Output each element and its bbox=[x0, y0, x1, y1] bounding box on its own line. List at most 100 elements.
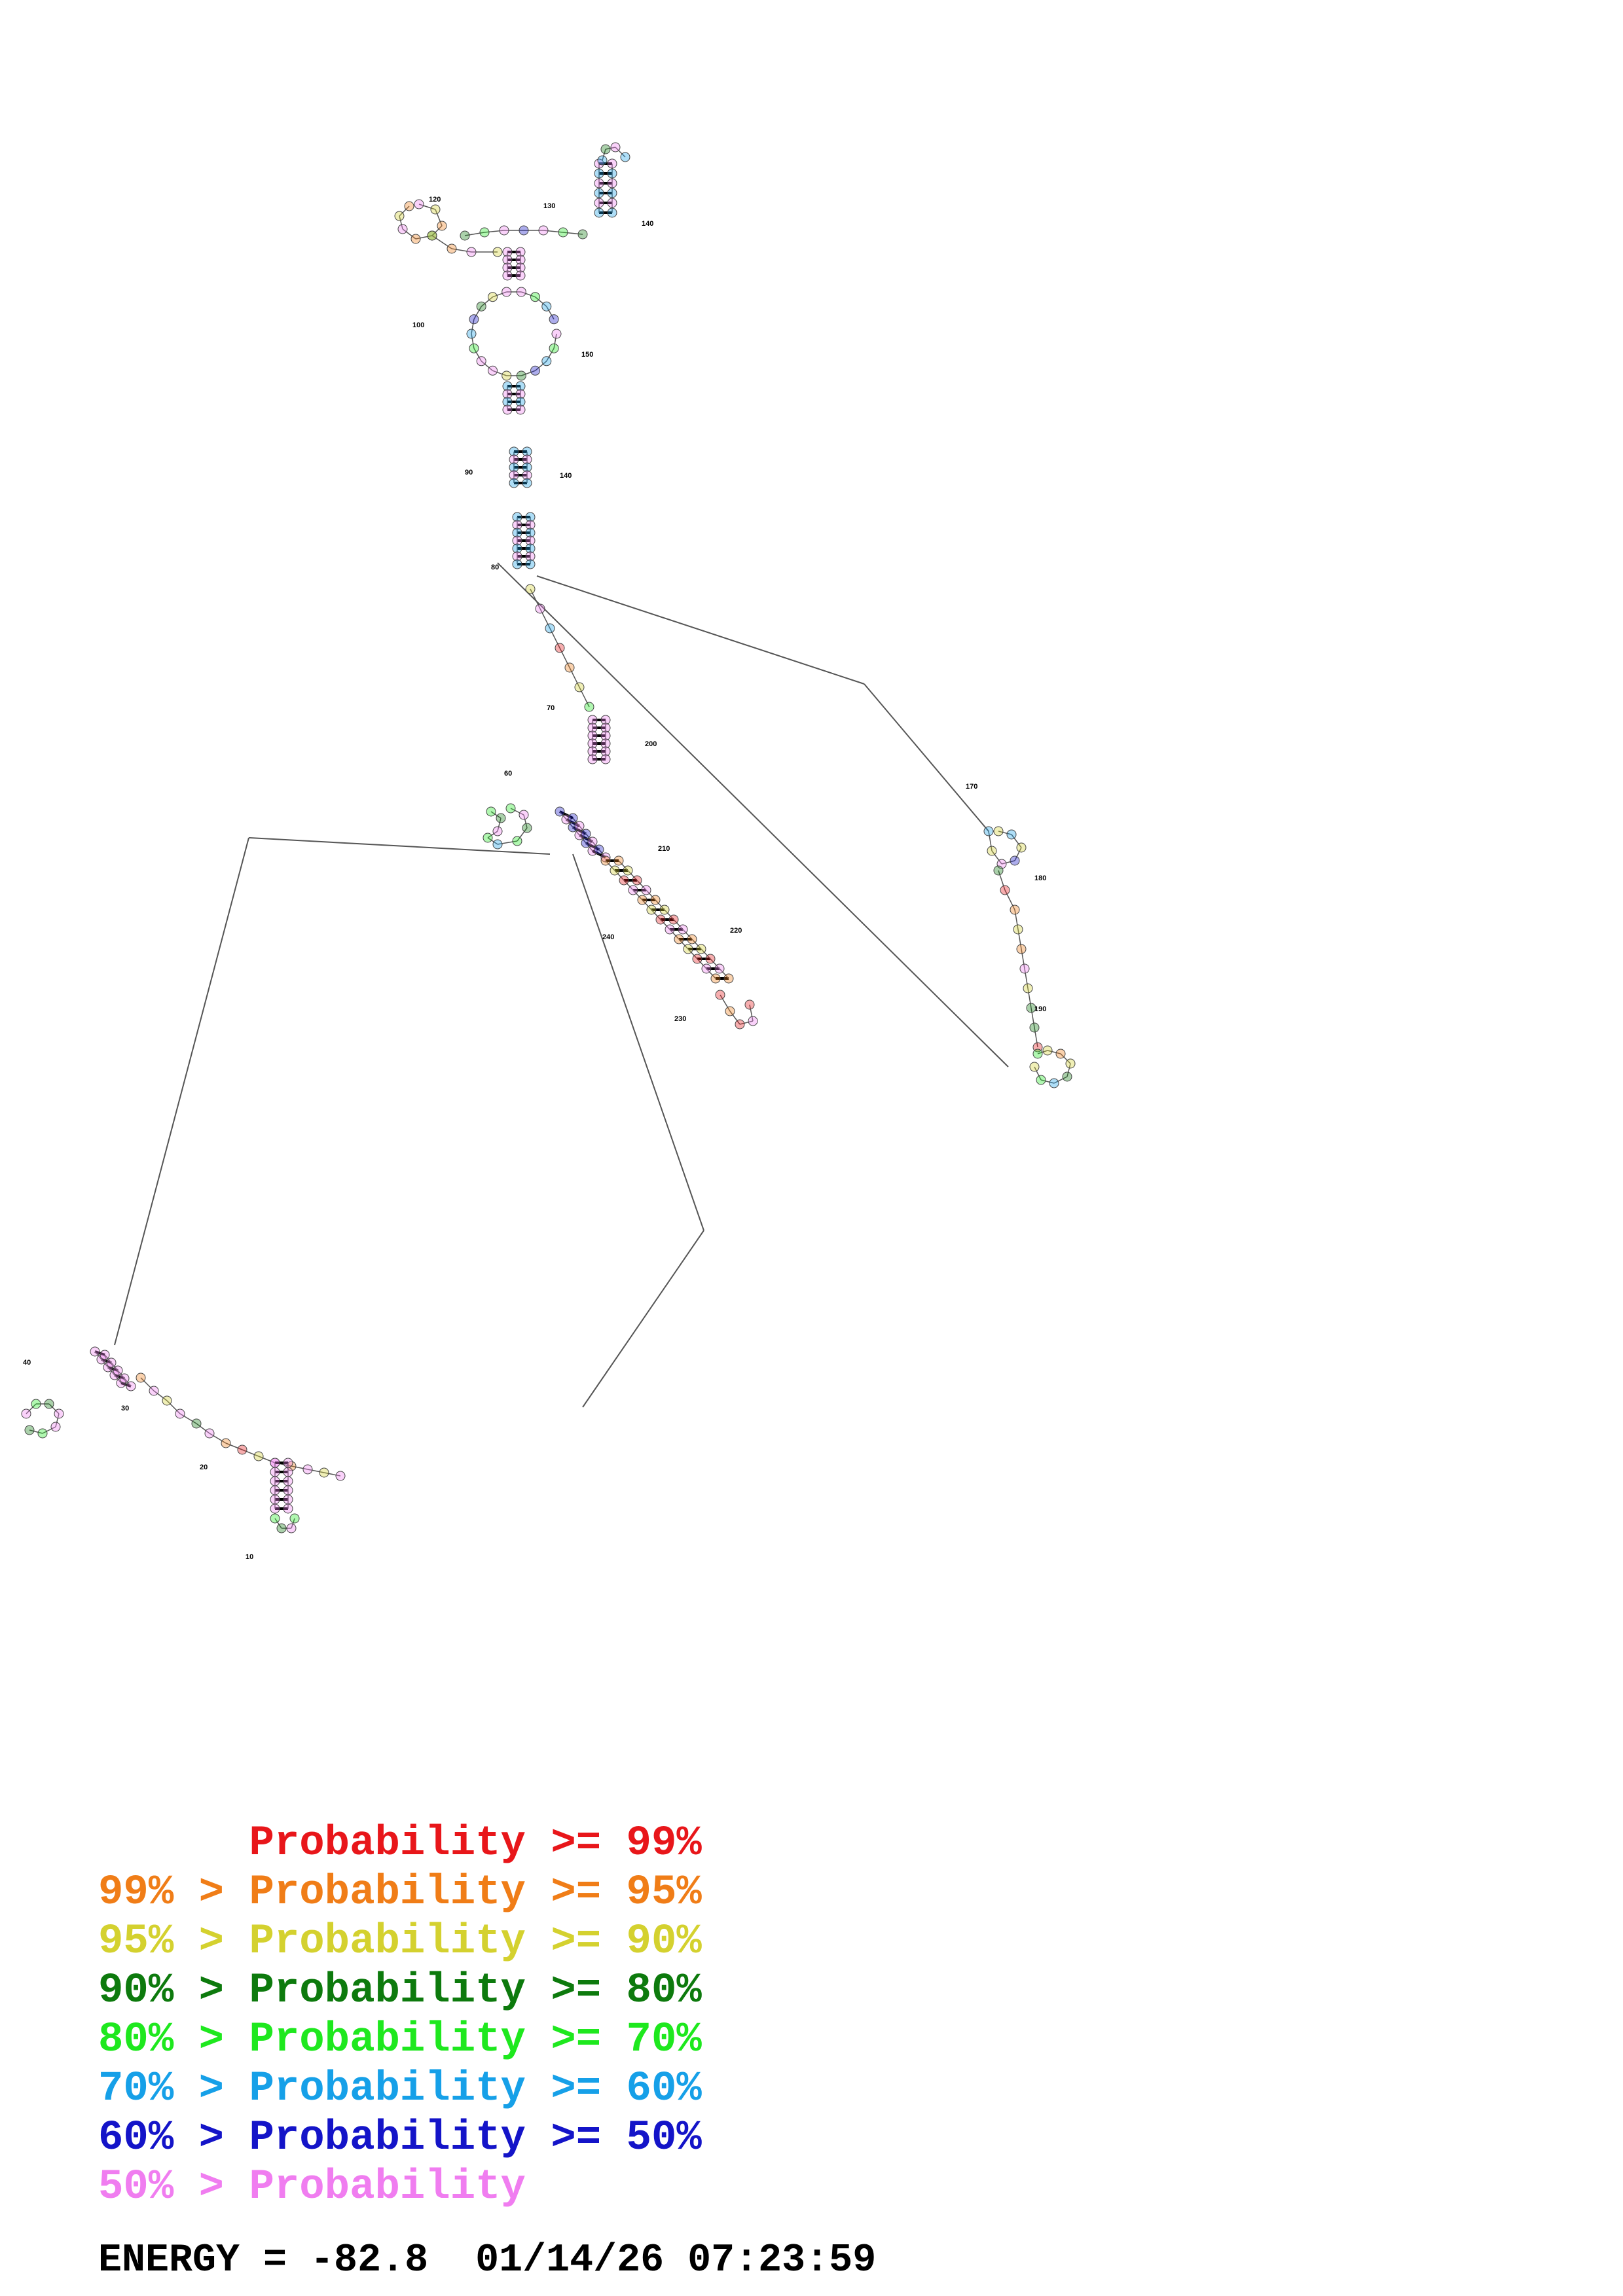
backbone-line bbox=[669, 929, 680, 940]
backbone-line bbox=[111, 1362, 119, 1371]
backbone-line bbox=[248, 837, 551, 855]
nucleotide-node bbox=[558, 227, 568, 238]
nucleotide-node bbox=[270, 1494, 280, 1505]
backbone-line bbox=[464, 232, 485, 236]
backbone-line bbox=[487, 837, 498, 845]
nucleotide-node bbox=[119, 1373, 130, 1384]
nucleotide-node bbox=[54, 1408, 64, 1419]
backbone-line bbox=[642, 899, 652, 910]
nucleotide-node bbox=[162, 1395, 172, 1406]
backbone-line bbox=[585, 842, 593, 852]
nucleotide-node bbox=[620, 152, 630, 162]
nucleotide-node bbox=[394, 211, 405, 221]
backbone-line bbox=[291, 1465, 308, 1470]
nucleotide-node bbox=[1065, 1058, 1076, 1069]
backbone-line bbox=[605, 147, 616, 150]
backbone-line bbox=[655, 899, 665, 910]
nucleotide-node bbox=[646, 905, 657, 915]
backbone-line bbox=[1014, 909, 1019, 930]
nucleotide-node bbox=[44, 1399, 54, 1409]
nucleotide-node bbox=[525, 559, 536, 569]
nucleotide-node bbox=[993, 865, 1004, 876]
backbone-line bbox=[623, 880, 634, 891]
nucleotide-node bbox=[987, 846, 997, 856]
nucleotide-node bbox=[594, 178, 604, 188]
nucleotide-node bbox=[655, 914, 666, 925]
backbone-line bbox=[196, 1423, 210, 1434]
nucleotide-node bbox=[106, 1357, 117, 1368]
nucleotide-node bbox=[515, 397, 526, 407]
nucleotide-node bbox=[983, 826, 994, 836]
nucleotide-node bbox=[581, 829, 591, 839]
nucleotide-node bbox=[619, 875, 629, 886]
nucleotide-node bbox=[568, 813, 578, 823]
backbone-line bbox=[1034, 1066, 1042, 1081]
nucleotide-node bbox=[692, 954, 702, 964]
nucleotide-node bbox=[530, 292, 540, 302]
nucleotide-node bbox=[607, 188, 617, 198]
backbone-line bbox=[739, 1020, 754, 1025]
nucleotide-node bbox=[696, 944, 706, 954]
nucleotide-node bbox=[564, 662, 575, 673]
nucleotide-node bbox=[607, 158, 617, 169]
nucleotide-node bbox=[594, 188, 604, 198]
nucleotide-node bbox=[502, 262, 513, 273]
nucleotide-node bbox=[587, 836, 598, 847]
nucleotide-node bbox=[574, 821, 585, 831]
legend-suffix: >= 99% bbox=[525, 1820, 702, 1867]
nucleotide-node bbox=[204, 1428, 215, 1439]
nucleotide-node bbox=[600, 715, 611, 725]
energy-readout: ENERGY = -82.8 01/14/26 07:23:59 bbox=[98, 2238, 877, 2283]
backbone-line bbox=[431, 225, 443, 236]
legend-prefix bbox=[98, 1820, 249, 1867]
nucleotide-node bbox=[600, 754, 611, 764]
nucleotide-node bbox=[502, 247, 513, 257]
backbone-line bbox=[209, 1433, 227, 1444]
nucleotide-node bbox=[522, 823, 532, 833]
nucleotide-node bbox=[270, 1503, 280, 1514]
backbone-line bbox=[1067, 1063, 1071, 1077]
legend-row: 50% > Probability bbox=[98, 2166, 526, 2208]
backbone-line bbox=[701, 948, 711, 960]
nucleotide-node bbox=[577, 229, 588, 240]
backbone-line bbox=[536, 575, 865, 685]
nucleotide-node bbox=[486, 806, 496, 817]
base-pair bbox=[107, 1366, 119, 1372]
backbone-line bbox=[559, 811, 567, 820]
backbone-line bbox=[42, 1426, 56, 1434]
position-label: 210 bbox=[658, 845, 670, 853]
nucleotide-node bbox=[613, 855, 624, 866]
backbone-line bbox=[521, 291, 536, 298]
nucleotide-node bbox=[551, 329, 562, 339]
nucleotide-node bbox=[447, 243, 457, 254]
legend-row: 80% > Probability >= 70% bbox=[98, 2019, 702, 2061]
backbone-line bbox=[664, 909, 674, 920]
nucleotide-node bbox=[525, 543, 536, 554]
nucleotide-node bbox=[512, 559, 522, 569]
nucleotide-node bbox=[113, 1365, 123, 1376]
nucleotide-node bbox=[701, 963, 712, 974]
backbone-line bbox=[988, 831, 993, 852]
nucleotide-node bbox=[1029, 1062, 1040, 1072]
position-label: 60 bbox=[504, 770, 512, 778]
nucleotide-node bbox=[476, 356, 486, 367]
backbone-line bbox=[153, 1390, 168, 1401]
legend-row: 70% > Probability >= 60% bbox=[98, 2068, 702, 2110]
nucleotide-node bbox=[270, 1513, 280, 1524]
nucleotide-node bbox=[516, 287, 526, 297]
backbone-line bbox=[559, 647, 570, 668]
backbone-line bbox=[998, 831, 1012, 835]
backbone-line bbox=[124, 1378, 132, 1387]
nucleotide-node bbox=[594, 198, 604, 208]
nucleotide-node bbox=[502, 381, 513, 391]
legend-label: Probability bbox=[249, 1820, 526, 1867]
nucleotide-node bbox=[1010, 855, 1020, 866]
backbone-line bbox=[1040, 1079, 1055, 1084]
backbone-line bbox=[140, 1377, 155, 1391]
nucleotide-node bbox=[502, 255, 513, 265]
nucleotide-node bbox=[512, 551, 522, 562]
backbone-line bbox=[402, 228, 416, 240]
nucleotide-node bbox=[530, 365, 540, 376]
nucleotide-node bbox=[587, 730, 598, 741]
nucleotide-node bbox=[610, 865, 620, 876]
